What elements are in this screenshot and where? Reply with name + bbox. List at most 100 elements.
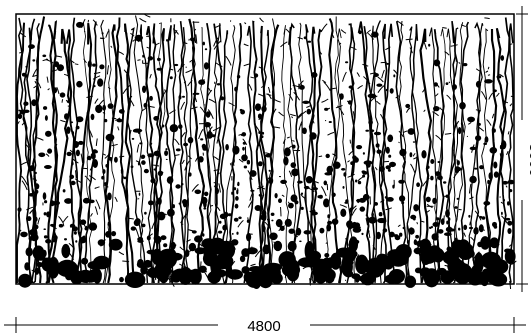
blob <box>359 206 366 212</box>
crack <box>32 74 37 77</box>
blob <box>111 231 117 237</box>
crack <box>146 46 150 49</box>
blob <box>428 43 431 47</box>
blob <box>119 276 124 283</box>
blob <box>254 73 259 78</box>
blob <box>51 239 58 243</box>
blob <box>425 196 431 203</box>
blob <box>118 109 125 114</box>
blob <box>504 248 512 253</box>
blob <box>45 130 52 137</box>
crack <box>67 105 71 107</box>
crack <box>409 47 413 54</box>
crack <box>182 27 189 284</box>
blob <box>71 161 74 166</box>
crack <box>186 239 191 243</box>
crack <box>183 21 197 284</box>
blob <box>433 106 440 112</box>
blob <box>227 269 243 280</box>
crack <box>104 154 110 159</box>
blob <box>398 179 405 184</box>
blob <box>240 109 246 115</box>
width-label: 4800 <box>247 318 280 335</box>
blob <box>149 95 153 101</box>
crack <box>123 23 136 284</box>
blob <box>362 193 370 201</box>
blob <box>43 106 48 110</box>
blob <box>227 213 233 217</box>
crack <box>32 178 38 181</box>
crack <box>349 46 357 51</box>
crack <box>366 29 371 34</box>
blob <box>93 255 111 270</box>
blob <box>236 189 239 195</box>
blob <box>443 181 447 184</box>
crack <box>286 136 290 139</box>
crack <box>93 71 101 75</box>
blob <box>274 193 278 199</box>
blob <box>355 240 359 243</box>
crack <box>248 83 253 91</box>
blob <box>311 187 318 191</box>
crack <box>377 76 384 83</box>
crack <box>325 28 342 284</box>
crack <box>35 78 42 89</box>
blob <box>238 216 242 220</box>
blob <box>430 175 434 181</box>
crack <box>99 37 105 40</box>
blob <box>204 122 212 128</box>
crack <box>20 161 27 166</box>
crack <box>133 15 145 284</box>
crack <box>126 214 128 217</box>
crack <box>446 94 452 100</box>
blob <box>387 134 394 143</box>
blob <box>105 231 111 238</box>
blob <box>492 128 496 133</box>
crack <box>308 187 315 193</box>
blob <box>29 193 34 197</box>
blob <box>326 224 332 232</box>
blob <box>321 257 332 276</box>
blob <box>101 175 105 180</box>
blob <box>58 223 64 228</box>
blob <box>116 118 123 123</box>
crack <box>271 108 277 118</box>
crack <box>254 248 263 258</box>
blob <box>194 189 202 195</box>
blob <box>376 149 382 154</box>
blob <box>278 251 296 269</box>
crack <box>139 17 147 23</box>
crack <box>282 138 286 144</box>
crack <box>377 85 385 93</box>
blob <box>358 275 368 282</box>
blob <box>440 218 445 226</box>
blob <box>297 180 303 184</box>
blob <box>399 195 406 202</box>
blob <box>373 202 378 206</box>
blob <box>393 74 396 78</box>
crack <box>487 74 491 76</box>
blob <box>199 265 207 273</box>
crack <box>328 18 343 284</box>
blob <box>399 232 403 237</box>
blob <box>307 40 312 43</box>
blob <box>415 234 419 239</box>
blob <box>233 217 239 222</box>
blob <box>241 266 250 274</box>
blob <box>182 95 185 98</box>
blob <box>195 92 200 95</box>
blob <box>53 222 56 224</box>
crack <box>499 17 511 283</box>
crack <box>485 70 489 73</box>
crack <box>185 69 193 74</box>
blob <box>80 236 87 244</box>
blob <box>487 179 490 185</box>
blob <box>437 161 441 163</box>
blob <box>29 229 38 236</box>
blob <box>178 124 183 129</box>
blob <box>426 165 430 169</box>
blob <box>290 194 298 202</box>
crack <box>281 194 285 197</box>
blob <box>257 161 263 167</box>
blob <box>305 176 313 184</box>
